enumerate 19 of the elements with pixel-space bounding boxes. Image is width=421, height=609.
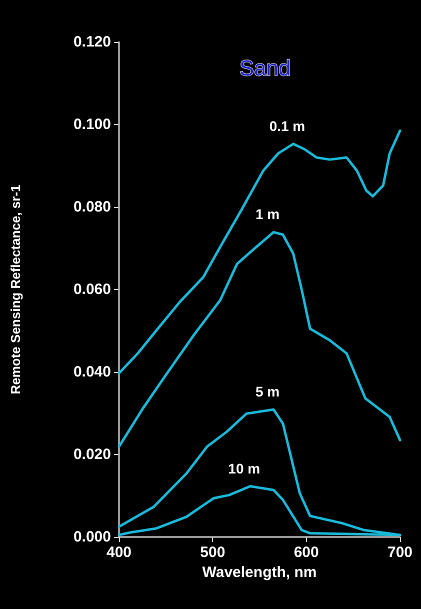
y-tick-label: 0.040: [73, 364, 111, 380]
y-tick-label: 0.120: [73, 34, 111, 50]
x-tick-label: 600: [294, 544, 319, 561]
series-label: 1 m: [255, 206, 280, 222]
y-tick-label: 0.000: [73, 528, 111, 546]
text: Sand: [239, 56, 291, 80]
series-label: 10 m: [228, 460, 260, 476]
line-series: [118, 230, 402, 448]
series-label: 0.1 m: [269, 118, 306, 134]
x-tick-label: 700: [387, 544, 413, 561]
x-axis-title: Wavelength, nm: [202, 564, 317, 581]
x-tick-label: 400: [106, 544, 132, 561]
y-tick-label: 0.060: [73, 281, 111, 298]
y-tick-label: 0.020: [73, 446, 111, 463]
x-tick-label: 500: [200, 544, 226, 561]
y-tick-label: 0.100: [73, 116, 111, 133]
y-axis-title: Remote Sensing Reflectance, sr-1: [8, 184, 23, 394]
y-tick-label: 0.080: [73, 198, 111, 216]
series-label: 5 m: [255, 384, 280, 400]
